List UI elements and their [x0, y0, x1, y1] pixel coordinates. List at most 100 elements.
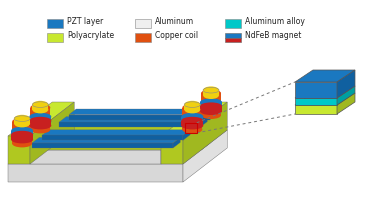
Ellipse shape [184, 102, 200, 107]
Polygon shape [59, 122, 200, 127]
Polygon shape [181, 121, 203, 126]
Ellipse shape [184, 106, 200, 113]
Polygon shape [14, 119, 30, 124]
Ellipse shape [181, 122, 203, 129]
Polygon shape [42, 130, 190, 135]
Polygon shape [57, 114, 205, 127]
Polygon shape [295, 82, 337, 98]
Polygon shape [8, 102, 74, 136]
Polygon shape [184, 105, 200, 110]
Polygon shape [337, 70, 355, 98]
Polygon shape [30, 134, 179, 148]
Text: Copper coil: Copper coil [155, 31, 198, 40]
Bar [135, 33, 151, 42]
Polygon shape [337, 86, 355, 105]
Ellipse shape [29, 118, 51, 125]
Polygon shape [182, 108, 202, 130]
Bar [225, 19, 241, 28]
Ellipse shape [32, 106, 48, 113]
Polygon shape [295, 70, 355, 82]
Polygon shape [48, 134, 179, 150]
Ellipse shape [182, 126, 202, 133]
Text: NdFeB magnet: NdFeB magnet [245, 31, 301, 40]
Polygon shape [48, 127, 188, 134]
Bar [185, 123, 197, 133]
Ellipse shape [200, 107, 222, 115]
Ellipse shape [31, 126, 50, 133]
Ellipse shape [182, 104, 202, 111]
Bar [225, 33, 241, 38]
Polygon shape [200, 102, 222, 107]
Polygon shape [201, 115, 210, 150]
Polygon shape [11, 131, 33, 136]
Ellipse shape [203, 91, 219, 99]
Polygon shape [200, 117, 207, 127]
Ellipse shape [14, 115, 30, 122]
Polygon shape [30, 148, 161, 164]
Polygon shape [57, 127, 188, 143]
Polygon shape [337, 93, 355, 114]
Ellipse shape [29, 122, 51, 129]
Polygon shape [8, 164, 183, 182]
Polygon shape [173, 137, 180, 148]
Polygon shape [32, 137, 180, 143]
Polygon shape [161, 134, 179, 164]
Ellipse shape [200, 98, 222, 106]
Polygon shape [295, 105, 337, 114]
Ellipse shape [200, 102, 222, 110]
Polygon shape [31, 108, 50, 130]
Ellipse shape [201, 89, 221, 97]
Polygon shape [29, 117, 51, 122]
Bar [47, 19, 63, 28]
Polygon shape [201, 93, 221, 115]
Text: Polyacrylate: Polyacrylate [67, 31, 114, 40]
Ellipse shape [200, 103, 222, 111]
Polygon shape [8, 136, 30, 164]
Polygon shape [183, 130, 227, 182]
Polygon shape [69, 109, 217, 115]
Polygon shape [295, 93, 355, 105]
Polygon shape [42, 135, 183, 140]
Polygon shape [11, 135, 33, 140]
Ellipse shape [11, 132, 33, 140]
Text: Aluminum alloy: Aluminum alloy [245, 17, 305, 26]
Polygon shape [26, 122, 201, 150]
Text: Aluminum: Aluminum [155, 17, 194, 26]
Bar [135, 19, 151, 28]
Ellipse shape [29, 113, 51, 120]
Ellipse shape [29, 117, 51, 124]
Ellipse shape [203, 87, 219, 93]
Ellipse shape [201, 111, 221, 119]
Bar [47, 33, 63, 42]
Polygon shape [203, 90, 219, 95]
Ellipse shape [11, 127, 33, 134]
Polygon shape [59, 117, 207, 122]
Polygon shape [188, 114, 205, 143]
Polygon shape [30, 102, 74, 164]
Ellipse shape [32, 101, 48, 108]
Polygon shape [26, 115, 210, 122]
Polygon shape [32, 143, 173, 148]
Ellipse shape [11, 131, 33, 138]
Polygon shape [183, 130, 190, 140]
Polygon shape [32, 105, 48, 110]
Polygon shape [200, 106, 222, 111]
Ellipse shape [12, 140, 32, 147]
Bar [225, 38, 241, 42]
Ellipse shape [181, 113, 203, 120]
Text: PZT layer: PZT layer [67, 17, 103, 26]
Ellipse shape [181, 118, 203, 125]
Polygon shape [183, 102, 227, 164]
Polygon shape [12, 122, 32, 144]
Polygon shape [161, 102, 227, 136]
Polygon shape [8, 130, 227, 164]
Polygon shape [295, 98, 337, 105]
Ellipse shape [14, 116, 30, 121]
Polygon shape [179, 127, 188, 150]
Polygon shape [181, 117, 203, 122]
Ellipse shape [11, 136, 33, 143]
Ellipse shape [184, 101, 200, 108]
Ellipse shape [32, 102, 48, 107]
Ellipse shape [31, 104, 50, 111]
Polygon shape [295, 86, 355, 98]
